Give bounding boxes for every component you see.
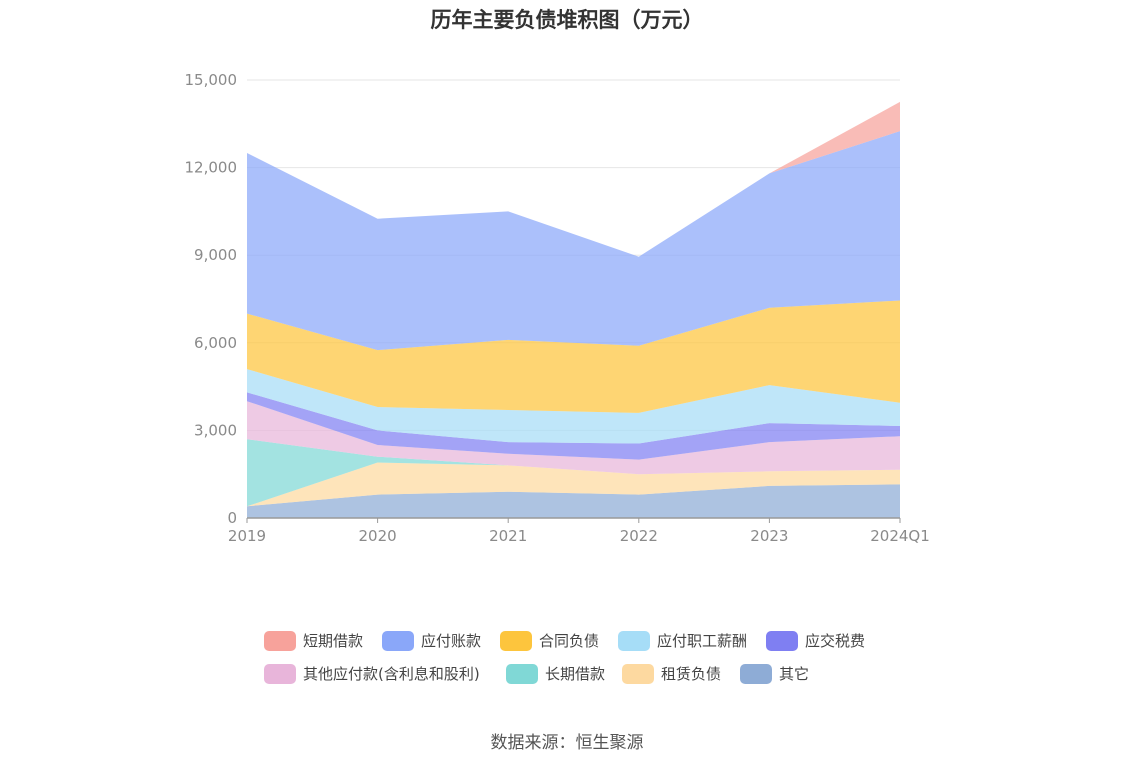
legend-swatch [618,630,650,651]
legend-swatch [382,630,414,651]
data-source: 数据来源：恒生聚源 [490,733,644,753]
y-tick-label: 0 [227,509,237,527]
legend-label: 短期借款 [303,632,364,650]
legend-item[interactable]: 合同负债 [500,630,599,651]
area-series-3[interactable] [247,401,900,475]
legend-label: 应交税费 [805,632,866,650]
legend-swatch [740,663,772,684]
x-tick-label: 2022 [620,527,658,545]
legend-label: 应付职工薪酬 [657,632,748,650]
legend-label: 其他应付款(含利息和股利) [303,665,480,683]
area-series-1[interactable] [247,462,900,507]
area-series-4[interactable] [247,392,900,460]
chart-title: 历年主要负债堆积图（万元） [430,8,704,32]
chart-canvas: 0 3,000 6,000 9,000 12,000 15,000 2019 2020 2021… [185,71,930,545]
legend-item[interactable]: 其它 [740,663,809,684]
y-tick-label: 15,000 [185,71,238,89]
legend-label: 应付账款 [421,632,482,650]
x-tick-label: 2023 [750,527,788,545]
legend-label: 租赁负债 [661,665,722,683]
x-tick-label: 2019 [228,527,266,545]
y-tick-label: 12,000 [185,159,238,177]
legend-swatch [766,630,798,651]
stacked-areas [247,101,900,518]
x-tick-label: 2020 [359,527,397,545]
y-tick-label: 3,000 [194,421,237,439]
legend-item[interactable]: 应付账款 [382,630,481,651]
y-tick-label: 6,000 [194,334,237,352]
area-series-0[interactable] [247,484,900,518]
legend-item[interactable]: 应付职工薪酬 [618,630,747,651]
x-tick-label: 2021 [489,527,527,545]
legend-swatch [500,630,532,651]
legend-label: 长期借款 [545,665,606,683]
area-series-6[interactable] [247,300,900,413]
x-tick-label: 2024Q1 [870,527,930,545]
y-tick-label: 9,000 [194,246,237,264]
legend-label: 其它 [779,665,810,683]
legend-swatch [264,630,296,651]
legend-label: 合同负债 [539,632,600,650]
legend-swatch [506,663,538,684]
legend-item[interactable]: 长期借款 [506,663,605,684]
legend-item[interactable]: 短期借款 [264,630,363,651]
area-series-5[interactable] [247,369,900,444]
legend-swatch [264,663,296,684]
legend-item[interactable]: 其他应付款(含利息和股利) [264,663,480,684]
legend-swatch [622,663,654,684]
area-series-7[interactable] [247,131,900,351]
legend-item[interactable]: 应交税费 [766,630,865,651]
legend-item[interactable]: 租赁负债 [622,663,721,684]
axes: 0 3,000 6,000 9,000 12,000 15,000 2019 2020 2021… [185,71,930,545]
